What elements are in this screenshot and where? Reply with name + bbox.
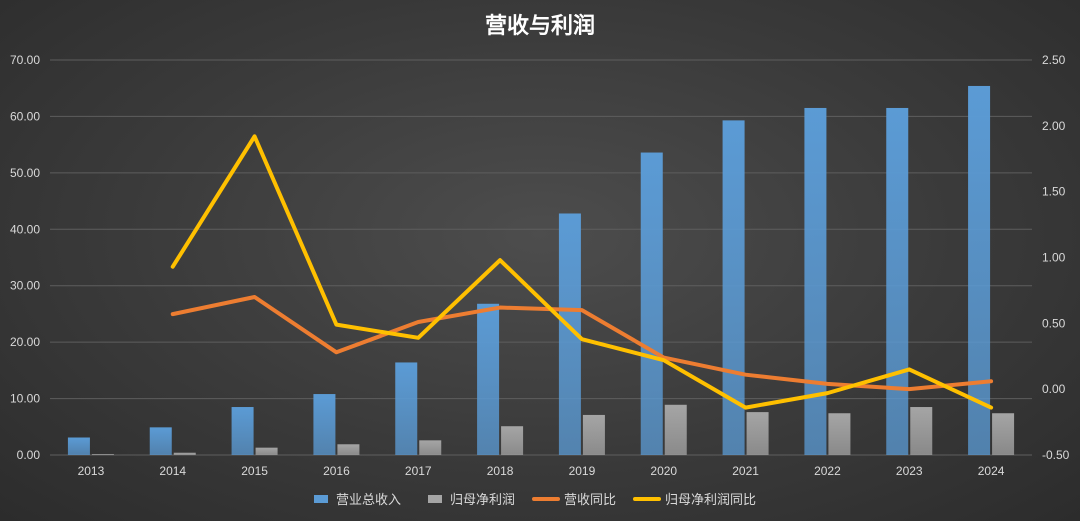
revenue-bar-2023 [886, 107, 909, 455]
x-tick-label: 2019 [569, 464, 596, 478]
left-tick-label: 50.00 [10, 166, 40, 180]
x-tick-label: 2020 [650, 464, 677, 478]
x-tick-label: 2017 [405, 464, 432, 478]
x-tick-label: 2013 [78, 464, 105, 478]
legend-swatch-1 [428, 495, 442, 503]
left-tick-label: 10.00 [10, 392, 40, 406]
x-tick-label: 2015 [241, 464, 268, 478]
left-axis: 0.00 10.00 20.00 30.00 40.00 50.00 60.00 70.00 [10, 53, 40, 462]
bars [67, 85, 1015, 456]
right-tick-label: -0.50 [1042, 448, 1070, 462]
profit-bar-2020 [664, 404, 687, 455]
revenue-bar-2014 [149, 427, 172, 455]
profit-bar-2021 [746, 412, 769, 455]
revenue-bar-2020 [640, 152, 663, 456]
revenue-bar-2013 [67, 437, 90, 455]
left-tick-label: 40.00 [10, 222, 40, 236]
legend-label: 营业总收入 [336, 493, 401, 508]
revenue-bar-2018 [477, 303, 500, 455]
right-tick-label: 1.50 [1042, 185, 1066, 199]
x-axis: 2013 2014 2015 2016 2017 2018 2019 2020 2021 2022… [78, 464, 1005, 478]
right-tick-label: 0.50 [1042, 316, 1066, 330]
x-tick-label: 2022 [814, 464, 841, 478]
lines [170, 134, 994, 410]
right-tick-label: 1.00 [1042, 251, 1066, 265]
profit-bar-2014 [173, 452, 196, 455]
right-tick-label: 0.00 [1042, 382, 1066, 396]
profit-bar-2019 [582, 414, 605, 455]
revenue-yoy-line [170, 295, 994, 392]
revenue-bar-2017 [395, 362, 418, 455]
right-tick-label: 2.00 [1042, 119, 1066, 133]
profit-bar-2017 [419, 440, 442, 455]
x-tick-label: 2021 [732, 464, 759, 478]
legend-label: 营收同比 [564, 493, 616, 508]
profit-bar-2023 [910, 407, 933, 455]
legend-label: 归母净利润 [450, 493, 515, 508]
revenue-bar-2016 [313, 394, 336, 455]
revenue-bar-2022 [804, 107, 827, 455]
x-tick-label: 2016 [323, 464, 350, 478]
left-tick-label: 70.00 [10, 53, 40, 67]
left-tick-label: 30.00 [10, 279, 40, 293]
profit-bar-2018 [501, 426, 524, 455]
grid-lines [50, 59, 1032, 456]
profit-bar-2022 [828, 413, 851, 455]
profit-bar-2024 [992, 413, 1015, 455]
x-tick-label: 2023 [896, 464, 923, 478]
left-tick-label: 0.00 [17, 448, 41, 462]
revenue-bar-2019 [558, 213, 581, 455]
profit-bar-2015 [255, 447, 278, 455]
left-tick-label: 60.00 [10, 109, 40, 123]
x-tick-label: 2014 [159, 464, 186, 478]
legend-label: 归母净利润同比 [665, 493, 756, 508]
revenue-bar-2015 [231, 407, 254, 455]
legend: 营业总收入 归母净利润 营收同比 归母净利润同比 [314, 493, 756, 508]
chart-title: 营收与利润 [485, 13, 595, 39]
x-tick-label: 2024 [978, 464, 1005, 478]
legend-swatch-0 [314, 495, 328, 503]
profit-bar-2016 [337, 444, 360, 455]
profit-yoy-line [170, 134, 994, 410]
x-tick-label: 2018 [487, 464, 514, 478]
revenue-bar-2024 [968, 85, 991, 455]
profit-bar-2013 [91, 454, 114, 455]
left-tick-label: 20.00 [10, 335, 40, 349]
right-tick-label: 2.50 [1042, 53, 1066, 67]
right-axis: -0.50 0.00 0.50 1.00 1.50 2.00 2.50 [1042, 53, 1070, 462]
